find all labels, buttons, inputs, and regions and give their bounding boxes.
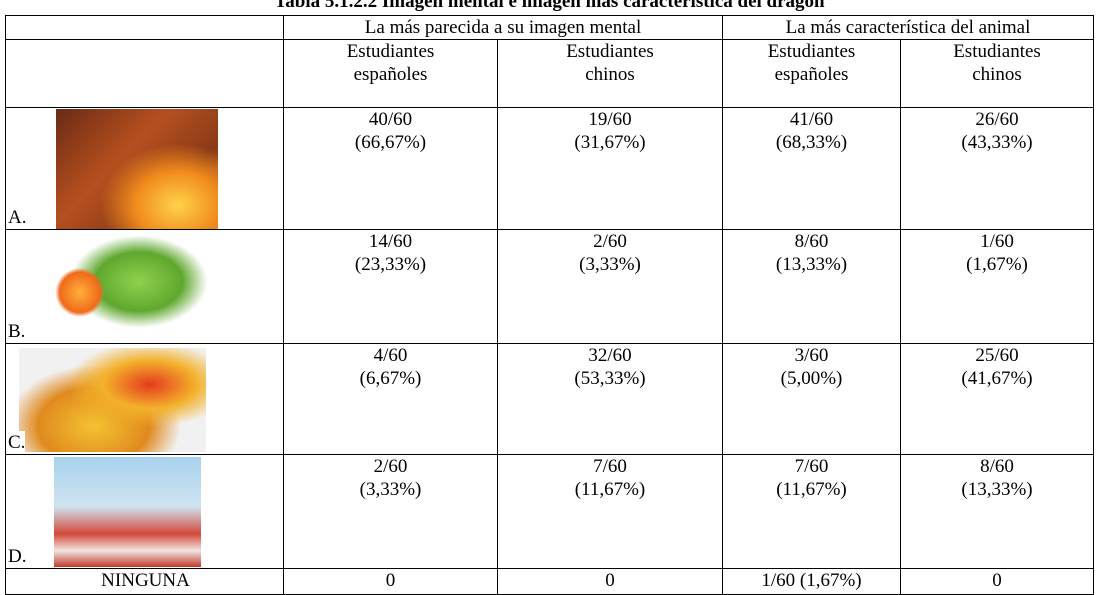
data-cell: 26/60(43,33%) (901, 108, 1094, 230)
data-row: B. 14/60(23,33%)2/60(3,33%)8/60(13,33%)1/… (6, 230, 1094, 344)
cell-line: 4/60 (284, 344, 497, 367)
data-cell: 1/60 (1,67%) (723, 569, 901, 595)
subheader-line: Estudiantes (284, 40, 497, 63)
cell-line: 1/60 (1,67%) (723, 569, 900, 592)
row-label: C. (8, 431, 25, 454)
subheader-line: españoles (284, 63, 497, 86)
data-cell: 32/60(53,33%) (498, 344, 723, 455)
cell-line: 19/60 (498, 108, 722, 131)
cell-line: (5,00%) (723, 367, 900, 390)
data-row: A. 40/60(66,67%)19/60(31,67%)41/60(68,33%… (6, 108, 1094, 230)
table-title: Tabla 5.1.2.2 Imagen mental e imagen más… (0, 0, 1099, 13)
data-row: D.2/60(3,33%)7/60(11,67%)7/60(11,67%)8/6… (6, 455, 1094, 569)
dragon-image (51, 233, 211, 341)
subheader-line: Estudiantes (498, 40, 722, 63)
cell-line: (31,67%) (498, 131, 722, 154)
data-cell: 0 (498, 569, 723, 595)
cell-line: (66,67%) (284, 131, 497, 154)
row-header: NINGUNA (6, 569, 284, 595)
cell-line: 8/60 (723, 230, 900, 253)
cell-line: (3,33%) (498, 253, 722, 276)
data-cell: 14/60(23,33%) (284, 230, 498, 344)
row-header: A. (6, 108, 284, 230)
group-header: La más característica del animal (723, 16, 1094, 40)
data-cell: 19/60(31,67%) (498, 108, 723, 230)
cell-line: 1/60 (901, 230, 1093, 253)
cell-line: 2/60 (498, 230, 722, 253)
cell-line: 7/60 (723, 455, 900, 478)
cell-line: 2/60 (284, 455, 497, 478)
data-cell: 40/60(66,67%) (284, 108, 498, 230)
row-header: C. (6, 344, 284, 455)
dragon-image (56, 109, 218, 229)
data-cell: 7/60(11,67%) (723, 455, 901, 569)
subheader-line: chinos (901, 63, 1093, 86)
data-cell: 41/60(68,33%) (723, 108, 901, 230)
cell-line: 7/60 (498, 455, 722, 478)
cell-line: 25/60 (901, 344, 1093, 367)
cell-line: 8/60 (901, 455, 1093, 478)
cell-line: (11,67%) (498, 478, 722, 501)
cell-line: (53,33%) (498, 367, 722, 390)
cell-line: 40/60 (284, 108, 497, 131)
dragon-image (54, 457, 201, 567)
cell-line: (6,67%) (284, 367, 497, 390)
subheader-line: Estudiantes (901, 40, 1093, 63)
data-cell: 25/60(41,67%) (901, 344, 1094, 455)
data-cell: 8/60(13,33%) (901, 455, 1094, 569)
data-cell: 7/60(11,67%) (498, 455, 723, 569)
data-cell: 1/60(1,67%) (901, 230, 1094, 344)
cell-line: (3,33%) (284, 478, 497, 501)
data-cell: 2/60(3,33%) (498, 230, 723, 344)
row-label: A. (8, 206, 26, 229)
empty-cell (6, 16, 284, 40)
row-label: D. (8, 545, 26, 568)
cell-line: 3/60 (723, 344, 900, 367)
data-cell: 3/60(5,00%) (723, 344, 901, 455)
cell-line: 14/60 (284, 230, 497, 253)
cell-line: (1,67%) (901, 253, 1093, 276)
cell-line: (23,33%) (284, 253, 497, 276)
cell-line: 0 (284, 569, 497, 592)
row-label: NINGUNA (101, 570, 190, 591)
data-cell: 2/60(3,33%) (284, 455, 498, 569)
cell-line: (13,33%) (723, 253, 900, 276)
subheader-line: españoles (723, 63, 900, 86)
page: Tabla 5.1.2.2 Imagen mental e imagen más… (0, 0, 1099, 592)
row-label: B. (8, 320, 25, 343)
cell-line: 0 (901, 569, 1093, 592)
cell-line: 32/60 (498, 344, 722, 367)
data-cell: 8/60(13,33%) (723, 230, 901, 344)
data-cell: 4/60(6,67%) (284, 344, 498, 455)
row-header: B. (6, 230, 284, 344)
subheader-line: chinos (498, 63, 722, 86)
cell-line: 26/60 (901, 108, 1093, 131)
group-header: La más parecida a su imagen mental (284, 16, 723, 40)
cell-line: (41,67%) (901, 367, 1093, 390)
subheader-line: Estudiantes (723, 40, 900, 63)
cell-line: (13,33%) (901, 478, 1093, 501)
data-row: C. 4/60(6,67%)32/60(53,33%)3/60(5,00%)25/… (6, 344, 1094, 455)
cell-line: (11,67%) (723, 478, 900, 501)
data-cell: 0 (901, 569, 1094, 595)
cell-line: (68,33%) (723, 131, 900, 154)
dragon-image (19, 348, 206, 452)
cell-line: (43,33%) (901, 131, 1093, 154)
row-header: D. (6, 455, 284, 569)
cell-line: 41/60 (723, 108, 900, 131)
empty-cell (6, 40, 284, 108)
data-cell: 0 (284, 569, 498, 595)
cell-line: 0 (498, 569, 722, 592)
